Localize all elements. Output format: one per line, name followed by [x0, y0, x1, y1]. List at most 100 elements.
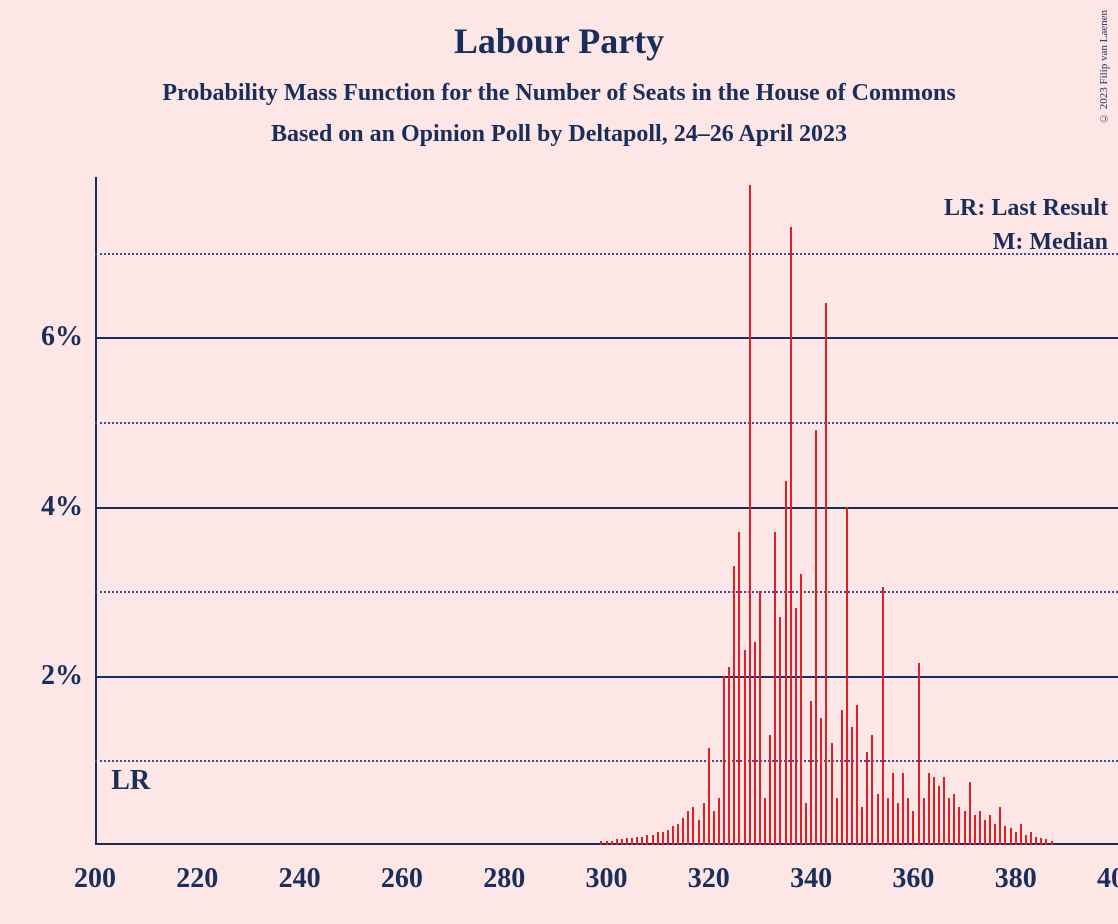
- pmf-bar: [1020, 824, 1022, 845]
- x-axis-tick-label: 360: [892, 845, 934, 895]
- gridline-minor: [95, 591, 1118, 593]
- pmf-bar: [621, 839, 623, 845]
- pmf-bar: [912, 811, 914, 845]
- pmf-bar: [815, 430, 817, 845]
- pmf-bar: [958, 807, 960, 845]
- pmf-bar: [774, 532, 776, 845]
- pmf-bar: [677, 824, 679, 845]
- pmf-bar: [871, 735, 873, 845]
- pmf-bar: [744, 650, 746, 845]
- pmf-bar: [616, 839, 618, 845]
- gridline-minor: [95, 253, 1118, 255]
- y-axis-tick-label: 2%: [41, 660, 95, 692]
- legend-m: M: Median: [993, 229, 1108, 256]
- x-axis-tick-label: 340: [790, 845, 832, 895]
- pmf-bar: [764, 798, 766, 845]
- pmf-bar: [877, 794, 879, 845]
- pmf-bar: [918, 663, 920, 845]
- x-axis-tick-label: 300: [586, 845, 628, 895]
- pmf-bar: [1010, 828, 1012, 845]
- pmf-bar: [1040, 838, 1042, 845]
- pmf-bar: [708, 748, 710, 845]
- pmf-bar: [626, 838, 628, 845]
- legend-lr: LR: Last Result: [944, 195, 1108, 222]
- pmf-bar: [790, 227, 792, 845]
- pmf-bar: [785, 481, 787, 845]
- x-axis-tick-label: 200: [74, 845, 116, 895]
- pmf-bar: [820, 718, 822, 845]
- pmf-bar: [728, 667, 730, 845]
- pmf-bar: [979, 811, 981, 845]
- pmf-bar: [657, 832, 659, 845]
- gridline-major: [95, 676, 1118, 678]
- x-axis-tick-label: 400: [1097, 845, 1118, 895]
- pmf-bar: [938, 786, 940, 845]
- pmf-bar: [1051, 841, 1053, 845]
- pmf-bar: [892, 773, 894, 845]
- pmf-bar: [692, 807, 694, 845]
- copyright-text: © 2023 Filip van Laenen: [1098, 10, 1110, 124]
- pmf-bar: [703, 803, 705, 845]
- pmf-bar: [713, 811, 715, 845]
- y-axis-tick-label: 6%: [41, 321, 95, 353]
- pmf-bar: [907, 798, 909, 845]
- x-axis-tick-label: 240: [279, 845, 321, 895]
- pmf-bar: [897, 803, 899, 845]
- pmf-bar: [866, 752, 868, 845]
- pmf-bar: [989, 815, 991, 845]
- x-axis-tick-label: 380: [995, 845, 1037, 895]
- pmf-bar: [723, 676, 725, 845]
- pmf-bar: [600, 841, 602, 845]
- pmf-bar: [831, 743, 833, 845]
- pmf-bar: [856, 705, 858, 845]
- pmf-bar: [631, 838, 633, 845]
- pmf-bar: [1045, 839, 1047, 845]
- pmf-bar: [948, 798, 950, 845]
- pmf-bar: [667, 830, 669, 845]
- pmf-bar: [646, 835, 648, 845]
- pmf-bar: [636, 837, 638, 845]
- pmf-bar: [933, 777, 935, 845]
- y-axis-tick-label: 4%: [41, 491, 95, 523]
- pmf-bar: [779, 617, 781, 845]
- gridline-minor: [95, 422, 1118, 424]
- pmf-bar: [769, 735, 771, 845]
- pmf-bar: [841, 710, 843, 845]
- pmf-bar: [846, 507, 848, 845]
- lr-marker-label: LR: [111, 765, 150, 797]
- x-axis-tick-label: 220: [176, 845, 218, 895]
- pmf-bar: [759, 591, 761, 845]
- x-axis-tick-label: 260: [381, 845, 423, 895]
- pmf-bar: [749, 185, 751, 845]
- pmf-bar: [969, 782, 971, 845]
- pmf-bar: [698, 820, 700, 845]
- pmf-bar: [805, 803, 807, 845]
- pmf-bar: [652, 835, 654, 845]
- pmf-bar: [994, 824, 996, 845]
- pmf-bar: [928, 773, 930, 845]
- pmf-bar: [1035, 837, 1037, 845]
- pmf-bar: [682, 818, 684, 845]
- x-axis-tick-label: 280: [483, 845, 525, 895]
- chart-subtitle-2: Based on an Opinion Poll by Deltapoll, 2…: [0, 107, 1118, 148]
- pmf-bar: [1025, 835, 1027, 845]
- pmf-bar: [800, 574, 802, 845]
- pmf-bar: [1030, 832, 1032, 845]
- pmf-bar: [999, 807, 1001, 845]
- pmf-bar: [984, 820, 986, 845]
- pmf-bar: [923, 798, 925, 845]
- pmf-bar: [902, 773, 904, 845]
- pmf-bar: [851, 727, 853, 845]
- pmf-bar: [1004, 826, 1006, 845]
- pmf-bar: [611, 841, 613, 845]
- pmf-bar: [1015, 832, 1017, 845]
- pmf-bar: [882, 587, 884, 845]
- pmf-bar: [754, 642, 756, 845]
- y-axis-line: [95, 177, 97, 845]
- pmf-bar: [887, 798, 889, 845]
- pmf-bar: [641, 837, 643, 845]
- chart-plot-area: 2%4%6% 200220240260280300320340360380400…: [95, 185, 1118, 845]
- pmf-bar: [943, 777, 945, 845]
- gridline-minor: [95, 760, 1118, 762]
- gridline-major: [95, 507, 1118, 509]
